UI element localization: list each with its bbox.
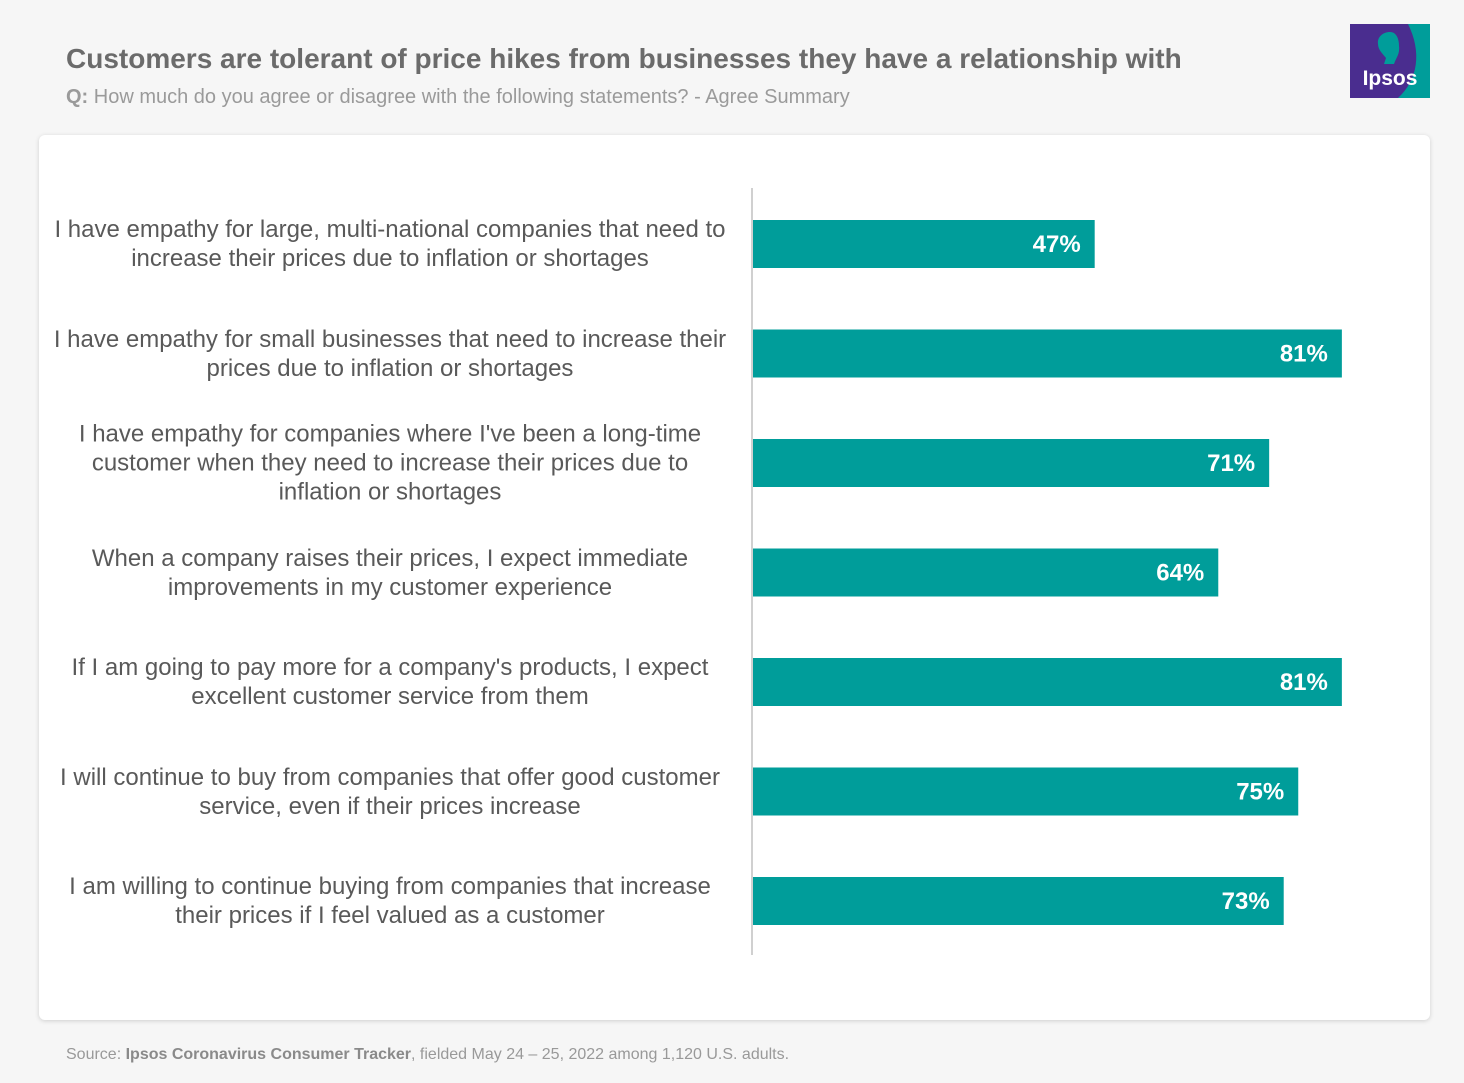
category-label-2: I have empathy for small businesses that… bbox=[53, 325, 727, 382]
bar-chart: 47% 81% 71% 64% 81% 75% 73% bbox=[751, 188, 1342, 955]
bar-6 bbox=[753, 767, 1299, 816]
bar-3 bbox=[753, 439, 1270, 487]
source-details: , fielded May 24 – 25, 2022 among 1,120 … bbox=[411, 1046, 790, 1063]
bar-4 bbox=[753, 548, 1219, 597]
source-prefix: Source: bbox=[66, 1046, 122, 1063]
source-note: Source: Ipsos Coronavirus Consumer Track… bbox=[66, 1046, 789, 1064]
bar-2 bbox=[753, 329, 1342, 378]
ipsos-logo: Ipsos bbox=[1350, 24, 1430, 98]
question-text: How much do you agree or disagree with t… bbox=[93, 86, 850, 108]
bar-value-label-3: 71% bbox=[1207, 450, 1255, 477]
bar-value-label-2: 81% bbox=[1280, 341, 1328, 368]
bar-7 bbox=[753, 877, 1284, 925]
logo-accent bbox=[1398, 24, 1430, 98]
category-label-3: I have empathy for companies where I've … bbox=[78, 420, 702, 506]
category-label-1: I have empathy for large, multi-national… bbox=[54, 216, 726, 272]
chart-title: Customers are tolerant of price hikes fr… bbox=[66, 43, 1182, 74]
source-name: Ipsos Coronavirus Consumer Tracker bbox=[125, 1046, 412, 1063]
bar-value-label-5: 81% bbox=[1280, 669, 1328, 696]
question-prefix: Q: bbox=[66, 86, 89, 108]
bar-value-label-6: 75% bbox=[1236, 779, 1284, 806]
category-label-6: I will continue to buy from companies th… bbox=[60, 763, 720, 820]
bar-value-label-1: 47% bbox=[1033, 231, 1081, 258]
logo-head-silhouette bbox=[1377, 32, 1400, 64]
bar-value-label-7: 73% bbox=[1222, 888, 1270, 915]
chart-card: 47% 81% 71% 64% 81% 75% 73% I have empathy for… bbox=[39, 135, 1430, 1020]
category-label-5: If I am going to pay more for a company'… bbox=[71, 654, 709, 710]
category-label-4: When a company raises their prices, I ex… bbox=[91, 544, 689, 601]
bar-value-label-4: 64% bbox=[1156, 560, 1204, 587]
bar-1 bbox=[753, 220, 1095, 268]
category-label-7: I am willing to continue buying from com… bbox=[69, 873, 711, 929]
logo-text: Ipsos bbox=[1363, 67, 1418, 90]
chart-subtitle: Q: How much do you agree or disagree wit… bbox=[66, 86, 850, 109]
bar-5 bbox=[753, 658, 1342, 706]
